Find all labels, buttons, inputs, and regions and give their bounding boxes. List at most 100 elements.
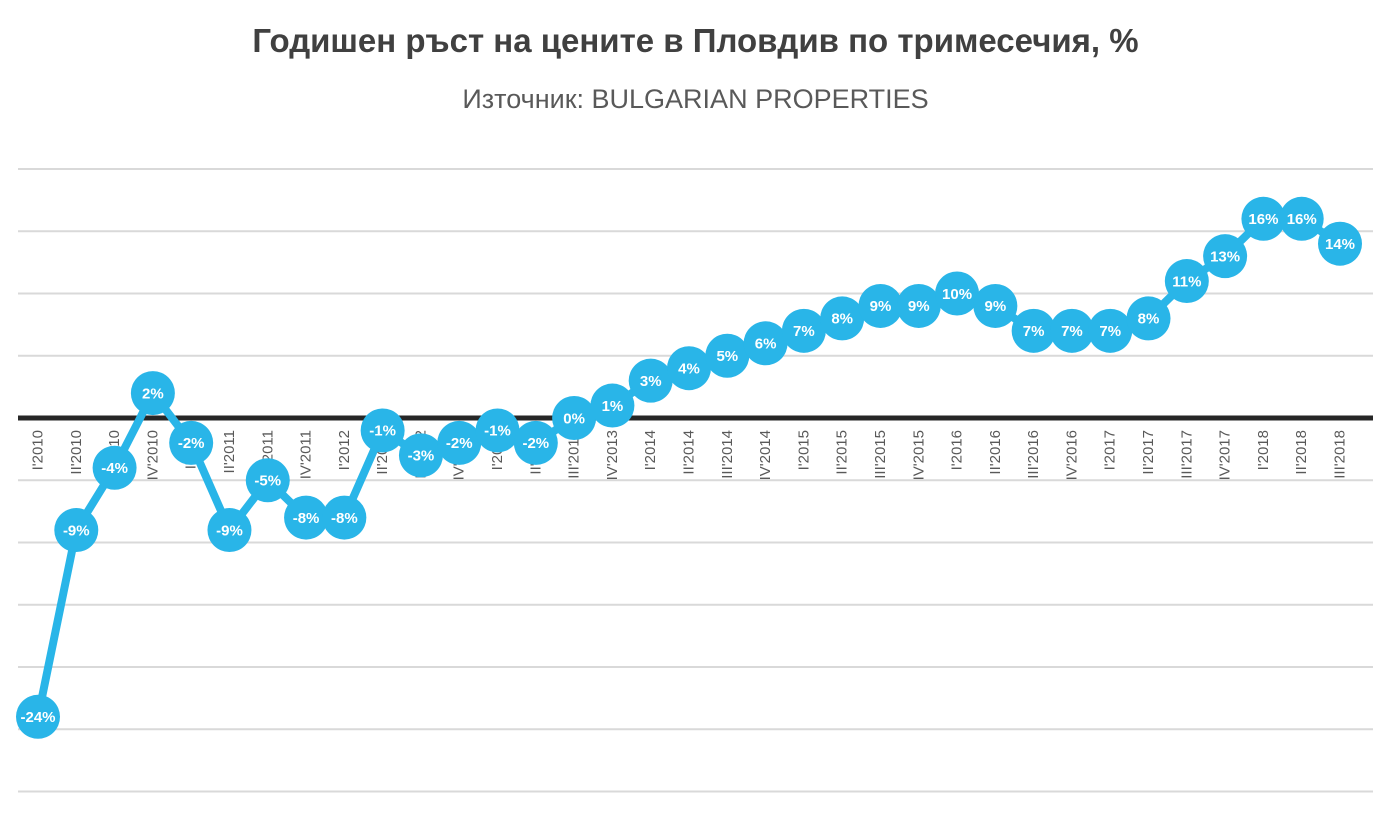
data-point-label: 16%	[1248, 211, 1278, 228]
data-point-label: -1%	[484, 423, 511, 440]
category-label: II'2016	[987, 430, 1004, 475]
data-point-label: 8%	[831, 311, 853, 328]
data-point-label: 16%	[1287, 211, 1317, 228]
data-point-marker	[207, 508, 252, 553]
data-point-marker	[1203, 234, 1248, 279]
category-label: II'2010	[68, 430, 85, 475]
data-point-marker	[1241, 196, 1286, 241]
data-point-marker	[245, 458, 290, 503]
category-label: I'2012	[336, 430, 353, 470]
data-point-label: 7%	[1099, 323, 1121, 340]
data-point-marker	[667, 346, 711, 391]
category-label: II'2014	[681, 430, 698, 475]
data-point-label: -4%	[101, 460, 128, 477]
data-point-label: -2%	[446, 435, 473, 452]
data-point-label: -3%	[408, 448, 435, 465]
data-point-label: -1%	[369, 423, 396, 440]
category-label: II'2018	[1293, 430, 1310, 475]
data-point-marker	[590, 383, 635, 428]
data-point-marker	[16, 694, 60, 739]
data-point-label: 13%	[1210, 248, 1240, 265]
category-label: III'2013	[566, 430, 583, 479]
data-point-marker	[781, 308, 826, 353]
data-point-label: 9%	[908, 298, 930, 315]
category-label: IV'2014	[757, 430, 774, 480]
data-point-label: 9%	[870, 298, 892, 315]
data-point-label: 2%	[142, 385, 164, 402]
data-point-marker	[973, 283, 1018, 328]
data-point-label: -8%	[331, 510, 358, 527]
data-point-marker	[705, 333, 750, 378]
category-label: III'2015	[872, 430, 889, 479]
data-point-marker	[130, 371, 175, 416]
category-label: I'2018	[1255, 430, 1272, 470]
data-point-marker	[284, 495, 329, 540]
data-point-label: -5%	[254, 473, 281, 490]
data-point-label: 9%	[985, 298, 1007, 315]
category-label: I'2010	[30, 430, 47, 470]
data-point-marker	[1164, 259, 1209, 304]
data-point-label: 8%	[1138, 311, 1160, 328]
category-label: I'2014	[642, 430, 659, 470]
data-point-marker	[1126, 296, 1171, 341]
data-point-label: -2%	[522, 435, 549, 452]
category-label: IV'2017	[1217, 430, 1234, 480]
data-point-label: -8%	[293, 510, 320, 527]
category-label: III'2014	[719, 430, 736, 479]
data-point-marker	[552, 396, 597, 440]
data-point-label: 7%	[1061, 323, 1083, 340]
category-label: I'2015	[795, 430, 812, 470]
data-point-label: 5%	[716, 348, 738, 365]
category-label: IV'2010	[144, 430, 161, 480]
data-point-marker	[858, 283, 903, 328]
category-label: IV'2013	[604, 430, 621, 480]
category-label: IV'2016	[1063, 430, 1080, 480]
data-point-marker	[169, 420, 214, 465]
data-point-label: 7%	[793, 323, 815, 340]
category-label: I'2016	[949, 430, 966, 470]
data-point-label: 11%	[1172, 273, 1201, 290]
data-point-marker	[1049, 308, 1094, 353]
category-label: IV'2015	[910, 430, 927, 480]
data-point-label: -9%	[63, 522, 90, 539]
data-point-label: 14%	[1325, 236, 1355, 253]
data-point-marker	[54, 508, 99, 553]
data-point-marker	[475, 408, 520, 453]
category-label: II'2011	[221, 430, 238, 473]
data-point-label: -24%	[20, 709, 55, 726]
category-label: III'2018	[1332, 430, 1349, 479]
category-label: III'2017	[1178, 430, 1195, 479]
data-point-label: -2%	[178, 435, 205, 452]
data-point-label: 3%	[640, 373, 662, 390]
data-point-label: -9%	[216, 522, 243, 539]
data-point-marker	[1279, 196, 1324, 241]
chart-subtitle: Източник: BULGARIAN PROPERTIES	[462, 84, 929, 114]
category-label: IV'2011	[298, 430, 315, 479]
data-point-marker	[743, 321, 788, 366]
category-label: III'2016	[1025, 430, 1042, 479]
data-point-label: 7%	[1023, 323, 1045, 340]
data-point-marker	[92, 445, 137, 490]
data-point-marker	[935, 271, 980, 316]
data-point-label: 6%	[755, 336, 777, 353]
data-point-marker	[360, 408, 405, 453]
data-point-marker	[513, 420, 558, 465]
chart-title: Годишен ръст на цените в Пловдив по трим…	[252, 22, 1139, 59]
data-point-marker	[628, 358, 673, 403]
data-point-marker	[820, 296, 865, 341]
data-point-marker	[1011, 308, 1056, 353]
data-point-label: 10%	[942, 286, 972, 303]
category-label: I'2017	[1102, 430, 1119, 470]
data-point-marker	[437, 420, 482, 465]
data-point-marker	[896, 283, 941, 328]
data-point-marker	[1318, 221, 1362, 266]
data-point-marker	[1088, 308, 1133, 353]
data-point-marker	[398, 433, 443, 478]
data-point-marker	[322, 495, 367, 540]
data-point-label: 1%	[602, 398, 624, 415]
category-label: II'2015	[834, 430, 851, 475]
data-point-label: 0%	[563, 410, 585, 427]
category-label: II'2017	[1140, 430, 1157, 475]
data-point-label: 4%	[678, 360, 700, 377]
